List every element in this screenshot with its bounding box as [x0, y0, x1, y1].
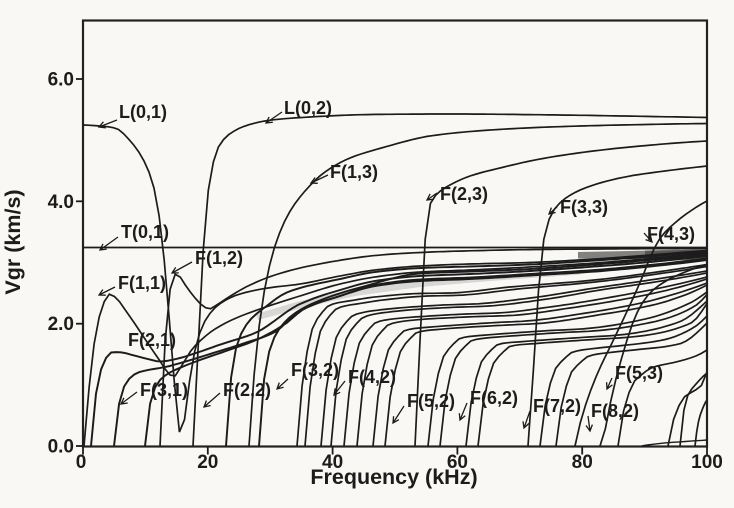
svg-text:Vgr (km/s): Vgr (km/s): [1, 189, 25, 294]
svg-text:L(0,1): L(0,1): [119, 102, 167, 122]
svg-text:F(4,3): F(4,3): [647, 224, 695, 244]
svg-text:100: 100: [691, 452, 723, 473]
svg-text:Frequency (kHz): Frequency (kHz): [310, 465, 477, 489]
svg-text:80: 80: [572, 452, 593, 473]
svg-text:F(3,1): F(3,1): [140, 380, 188, 400]
svg-text:60: 60: [447, 452, 468, 473]
svg-text:F(2,3): F(2,3): [440, 184, 488, 204]
svg-text:F(1,3): F(1,3): [330, 162, 378, 182]
svg-text:4.0: 4.0: [48, 192, 74, 213]
svg-text:F(6,2): F(6,2): [470, 388, 518, 408]
svg-text:F(5,2): F(5,2): [407, 391, 455, 411]
svg-text:20: 20: [197, 452, 218, 473]
svg-text:F(3,3): F(3,3): [560, 197, 608, 217]
svg-text:40: 40: [322, 452, 343, 473]
svg-text:2.0: 2.0: [48, 314, 74, 335]
svg-text:6.0: 6.0: [48, 70, 74, 91]
svg-text:F(7,2): F(7,2): [533, 396, 581, 416]
svg-text:F(2,1): F(2,1): [128, 330, 176, 350]
svg-text:F(3,2): F(3,2): [291, 360, 339, 380]
svg-text:F(5,3): F(5,3): [615, 363, 663, 383]
svg-text:F(1,1): F(1,1): [118, 273, 166, 293]
svg-text:F(8,2): F(8,2): [591, 401, 639, 421]
svg-text:F(4,2): F(4,2): [348, 367, 396, 387]
svg-text:F(1,2): F(1,2): [195, 248, 243, 268]
svg-text:F(2,2): F(2,2): [223, 380, 271, 400]
svg-text:L(0,2): L(0,2): [284, 98, 332, 118]
svg-text:T(0,1): T(0,1): [121, 222, 169, 242]
svg-text:0.0: 0.0: [48, 437, 74, 458]
svg-text:0: 0: [76, 452, 87, 473]
